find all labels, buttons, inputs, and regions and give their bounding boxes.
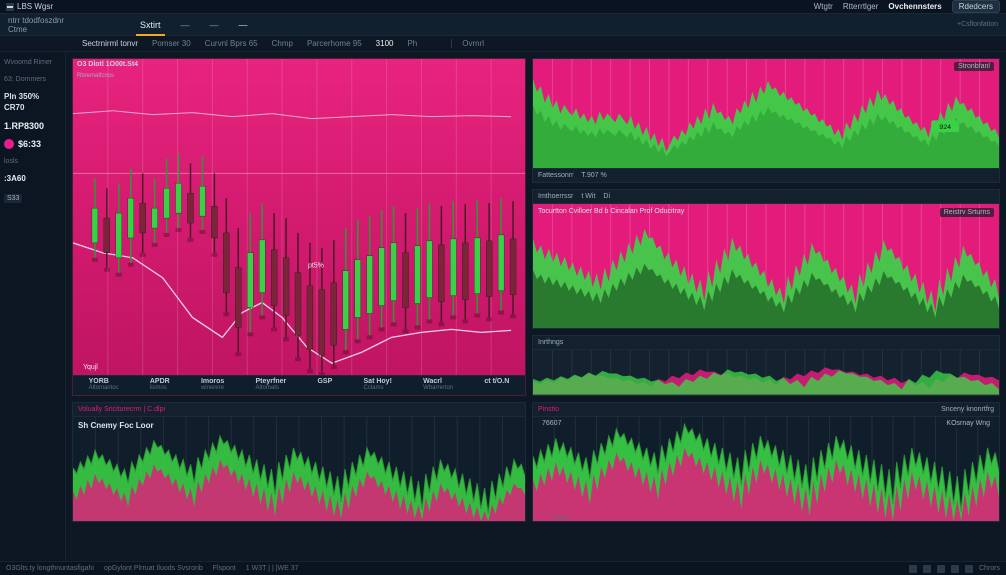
sub-5: 3100	[376, 39, 394, 48]
bb-icon-0[interactable]	[909, 565, 917, 573]
sub-4: Parcerhome 95	[307, 39, 362, 48]
brand-icon	[6, 3, 14, 11]
main-subtitle: Rbremalfcnos	[77, 73, 114, 79]
app-topbar: LBS Wgsr Wtgtr Rtterrtlger Ovchennsters …	[0, 0, 1006, 14]
br-tag-r: KOsrnay Wng	[942, 419, 994, 428]
main-chart-panel[interactable]: O3 Dlotl 1O00t.St4 Rbremalfcnos pt5% Yqu…	[72, 58, 526, 396]
main-chart-svg: pt5% Yqujl	[73, 59, 525, 395]
side-l4: :3A60	[4, 174, 61, 184]
right-mid-panel[interactable]: Imthoerrssr t Wit Di Tocurtton Cvilloer …	[532, 189, 1000, 330]
rt-tag: Stronbfanl	[954, 62, 994, 71]
svg-text:·: ·	[852, 515, 854, 521]
main-title: O3 Dlotl 1O00t.St4	[77, 61, 138, 68]
tabbar-left-label: ntrr tdodfoszdnr Ctme	[0, 16, 70, 34]
sub-7: Ovrnrl	[451, 39, 484, 48]
bb-mid-2: 1 W3T | | |WE 37	[246, 565, 299, 572]
br-header-r: Snceny knonrtfrg	[941, 406, 994, 413]
side-coin[interactable]: $6:33	[4, 139, 61, 149]
right-column: 924 Stronbfanl Fattessonrr T.907 % Imtho…	[532, 58, 1000, 396]
rm-tab-1[interactable]: t Wit	[581, 193, 595, 200]
tab-2[interactable]: —	[200, 14, 229, 35]
rb-header: Inrthngs	[538, 339, 563, 346]
tabbar: ntrr tdodfoszdnr Ctme Sxtirt — — — +Csfl…	[0, 14, 1006, 36]
bl-title: Sh Cnemy Foc Loor	[78, 421, 154, 430]
side-l2: 1.RP8300	[4, 121, 61, 131]
rt-title: Fattessonrr	[538, 172, 573, 179]
charts-grid: O3 Dlotl 1O00t.St4 Rbremalfcnos pt5% Yqu…	[66, 52, 1006, 561]
side-l3: losls	[4, 157, 61, 166]
side-l0b: 63: Dommers	[4, 75, 61, 84]
tab-0[interactable]: Sxtirt	[130, 14, 171, 35]
br-header-l: Pinstio	[538, 406, 559, 413]
rm-header: Tocurtton Cvilloer Bd b Cincalan Prof Od…	[538, 208, 684, 215]
bl-header: Volually Sriciturecrm | C.dlpi	[78, 406, 165, 413]
bottombar: O3Glts.ty longthnuntasfigahi opGylont Pl…	[0, 561, 1006, 575]
svg-text:924: 924	[939, 124, 951, 131]
svg-text:·: ·	[777, 515, 779, 521]
rt-sub: T.907 %	[581, 172, 606, 179]
sub-1: Pomser 30	[152, 39, 191, 48]
bb-icon-4[interactable]	[965, 565, 973, 573]
svg-text:pt5%: pt5%	[308, 263, 324, 270]
bb-left: O3Glts.ty longthnuntasfigahi	[6, 565, 94, 572]
right-top-panel[interactable]: 924 Stronbfanl Fattessonrr T.907 %	[532, 58, 1000, 183]
right-bot-panel[interactable]: Inrthngs	[532, 335, 1000, 396]
rm-tab-2[interactable]: Di	[603, 193, 610, 200]
right-top-svg: 924	[533, 59, 999, 182]
bb-icon-1[interactable]	[923, 565, 931, 573]
bb-right-text: Chrors	[979, 565, 1000, 572]
top-button[interactable]: Rdedcers	[952, 0, 1000, 13]
br-tag-l: 76607	[538, 419, 565, 428]
subheader: Sectrnirml tonvr Pomser 30 Curvnl Bprs 6…	[0, 36, 1006, 52]
top-link-0[interactable]: Wtgtr	[814, 2, 833, 11]
brand: LBS Wgsr	[6, 2, 53, 11]
bb-mid-0: opGylont Plrruat Iluods Svsronb	[104, 565, 203, 572]
bottom-left-panel[interactable]: Volually Sriciturecrm | C.dlpi Sh Cnemy …	[72, 402, 526, 522]
top-link-1[interactable]: Rtterrtlger	[843, 2, 879, 11]
tabbar-sublabel: +Csflonfation	[957, 21, 1006, 28]
rm-tag: Reistrv Srturns	[940, 208, 994, 217]
bottom-right-svg: Rt50s · · · · ·	[533, 403, 999, 521]
bb-icon-3[interactable]	[951, 565, 959, 573]
sub-0: Sectrnirml tonvr	[82, 39, 138, 48]
svg-text:·: ·	[926, 515, 928, 521]
coin-price: $6:33	[18, 139, 41, 149]
main-xaxis: YORBAltomantocAPDRlismosImoroswinererePt…	[73, 375, 525, 395]
bottom-right-panel[interactable]: Pinstio Snceny knonrtfrg 76607 KOsrnay W…	[532, 402, 1000, 522]
brand-label: LBS Wgsr	[17, 2, 53, 11]
bb-mid-1: Flspont	[213, 565, 236, 572]
tab-3[interactable]: —	[229, 14, 258, 35]
svg-text:·: ·	[628, 515, 630, 521]
sub-2: Curvnl Bprs 65	[205, 39, 258, 48]
side-l1: Pln 350% CR70	[4, 92, 61, 113]
sidebar: Wvoomd Rimer 63: Dommers Pln 350% CR70 1…	[0, 52, 66, 561]
tab-1[interactable]: —	[171, 14, 200, 35]
top-link-2[interactable]: Ovchennsters	[888, 2, 941, 11]
bb-icon-2[interactable]	[937, 565, 945, 573]
side-badge: S33	[4, 194, 22, 203]
svg-text:Yqujl: Yqujl	[83, 364, 98, 371]
sub-3: Chmp	[272, 39, 293, 48]
coin-icon	[4, 139, 14, 149]
svg-text:Rt50s: Rt50s	[553, 515, 569, 521]
svg-text:·: ·	[702, 515, 704, 521]
side-l0: Wvoomd Rimer	[4, 58, 61, 67]
rm-tab-0[interactable]: Imthoerrssr	[538, 193, 573, 200]
sub-6: Ph	[407, 39, 417, 48]
